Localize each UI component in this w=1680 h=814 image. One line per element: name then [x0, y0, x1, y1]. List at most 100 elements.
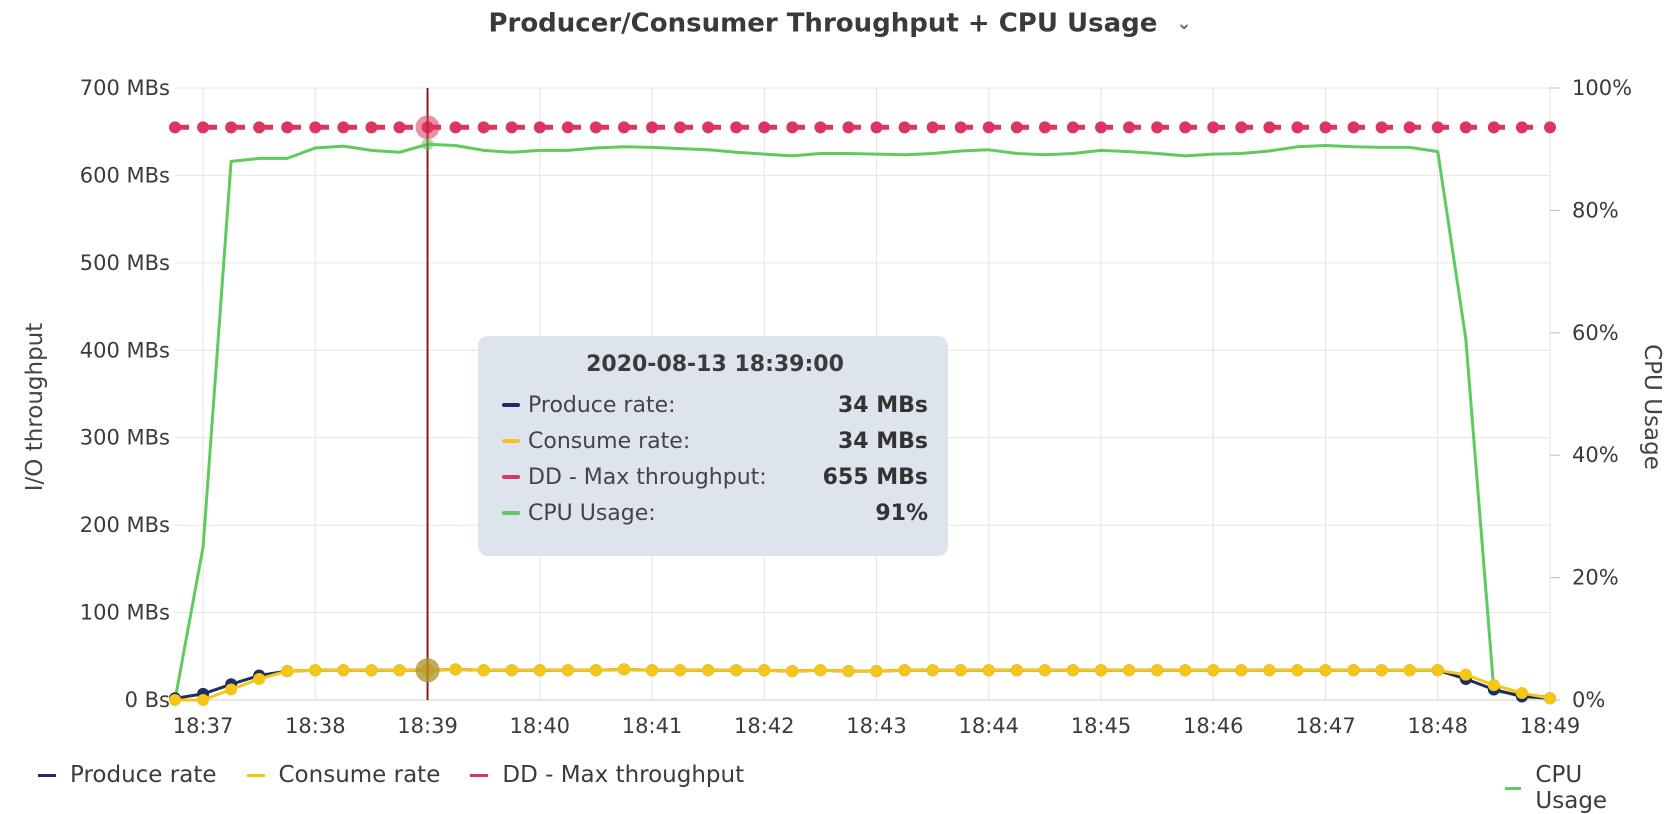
chart-title-row[interactable]: Producer/Consumer Throughput + CPU Usage…: [0, 8, 1680, 39]
data-point: [197, 121, 210, 134]
data-point: [982, 664, 995, 677]
data-point: [730, 664, 743, 677]
x-tick-label: 18:48: [1407, 714, 1468, 738]
data-point: [1403, 121, 1416, 134]
data-point: [1123, 121, 1136, 134]
tooltip-time: 2020-08-13 18:39:00: [586, 352, 844, 377]
left-tick-label: 0 Bs: [125, 688, 170, 712]
x-tick-label: 18:40: [510, 714, 571, 738]
right-tick-label: 60%: [1572, 321, 1619, 345]
tooltip-label: Consume rate:: [528, 428, 691, 454]
x-tick-label: 18:37: [173, 714, 234, 738]
data-point: [1375, 121, 1388, 134]
data-point: [1459, 668, 1472, 681]
data-point: [1431, 664, 1444, 677]
legend-item[interactable]: Produce rate: [38, 762, 217, 788]
data-point: [393, 121, 406, 134]
data-point: [477, 664, 490, 677]
x-tick-label: 18:46: [1183, 714, 1244, 738]
legend-left: Produce rate Consume rate DD - Max through…: [38, 762, 774, 788]
hover-marker: [421, 138, 434, 151]
series-line-consume-rate: [175, 667, 1551, 702]
data-point: [926, 121, 939, 134]
x-axis-ticks: 18:37 18:38 18:39 18:40 18:41 18:42 18:43 18:44…: [173, 714, 1580, 738]
legend-label: CPU Usage: [1535, 762, 1608, 814]
data-point: [561, 121, 574, 134]
data-point: [786, 665, 799, 678]
data-point: [449, 663, 462, 676]
legend-item[interactable]: DD - Max throughput: [470, 762, 744, 788]
data-point: [393, 664, 406, 677]
data-point: [1095, 664, 1108, 677]
data-point: [1515, 687, 1528, 700]
legend-swatch: [470, 773, 489, 777]
chart-title: Producer/Consumer Throughput + CPU Usage: [488, 8, 1158, 39]
data-point: [1235, 664, 1248, 677]
left-tick-label: 500 MBs: [80, 251, 170, 275]
data-point: [814, 664, 827, 677]
data-point: [1347, 664, 1360, 677]
tooltip-swatch: [502, 439, 520, 443]
data-point: [281, 121, 294, 134]
legend-swatch: [38, 773, 56, 777]
data-point: [225, 683, 238, 696]
hover-markers: [415, 115, 440, 683]
data-point: [1038, 121, 1051, 134]
data-point: [365, 121, 378, 134]
data-point: [561, 664, 574, 677]
data-point: [533, 121, 546, 134]
data-point: [758, 664, 771, 677]
data-point: [1207, 664, 1220, 677]
tooltip-row: CPU Usage: 91%: [502, 495, 928, 531]
tooltip-swatch: [502, 403, 520, 407]
hover-marker: [415, 115, 440, 140]
data-point: [505, 664, 518, 677]
data-point: [1459, 121, 1472, 134]
data-point: [1095, 121, 1108, 134]
data-point: [1010, 121, 1023, 134]
data-point: [533, 664, 546, 677]
data-point: [337, 121, 350, 134]
data-point: [842, 121, 855, 134]
x-tick-label: 18:43: [846, 714, 907, 738]
left-tick-label: 100 MBs: [80, 601, 170, 625]
legend-label: DD - Max throughput: [502, 762, 745, 788]
tooltip-label: DD - Max throughput:: [528, 464, 767, 490]
data-point: [1066, 664, 1079, 677]
chevron-down-icon[interactable]: ⌄: [1176, 13, 1192, 34]
series-line-produce-rate: [174, 667, 1551, 700]
data-point: [1403, 664, 1416, 677]
tooltip-value: 34 MBs: [837, 392, 928, 418]
legend-label: Produce rate: [70, 762, 217, 788]
data-point: [1487, 121, 1500, 134]
data-point: [253, 121, 266, 134]
left-tick-label: 200 MBs: [80, 513, 170, 537]
data-point: [449, 121, 462, 134]
right-tick-label: 0%: [1572, 688, 1605, 712]
data-point: [786, 121, 799, 134]
data-point: [1347, 121, 1360, 134]
legend-swatch: [1505, 786, 1522, 790]
tooltip-swatch: [502, 511, 520, 515]
data-point: [1235, 121, 1248, 134]
legend-item[interactable]: Consume rate: [246, 762, 441, 788]
tooltip-row: Consume rate: 34 MBs: [502, 423, 928, 459]
tooltip-value: 91%: [875, 500, 928, 526]
data-point: [842, 665, 855, 678]
right-axis-ticks: 0% 20% 40% 60% 80% 100%: [1572, 76, 1632, 712]
x-tick-label: 18:49: [1520, 714, 1581, 738]
data-point: [758, 121, 771, 134]
data-point: [870, 665, 883, 678]
x-tick-label: 18:44: [959, 714, 1020, 738]
data-point: [1179, 121, 1192, 134]
data-point: [982, 121, 995, 134]
right-tick-label: 40%: [1572, 443, 1619, 467]
x-tick-label: 18:38: [285, 714, 346, 738]
right-tick-label: 80%: [1572, 198, 1619, 222]
data-point: [169, 694, 181, 706]
legend-item[interactable]: CPU Usage: [1505, 762, 1650, 814]
data-point: [589, 121, 602, 134]
tooltip-value: 34 MBs: [837, 428, 928, 454]
legend-label: Consume rate: [278, 762, 441, 788]
data-point: [730, 121, 743, 134]
